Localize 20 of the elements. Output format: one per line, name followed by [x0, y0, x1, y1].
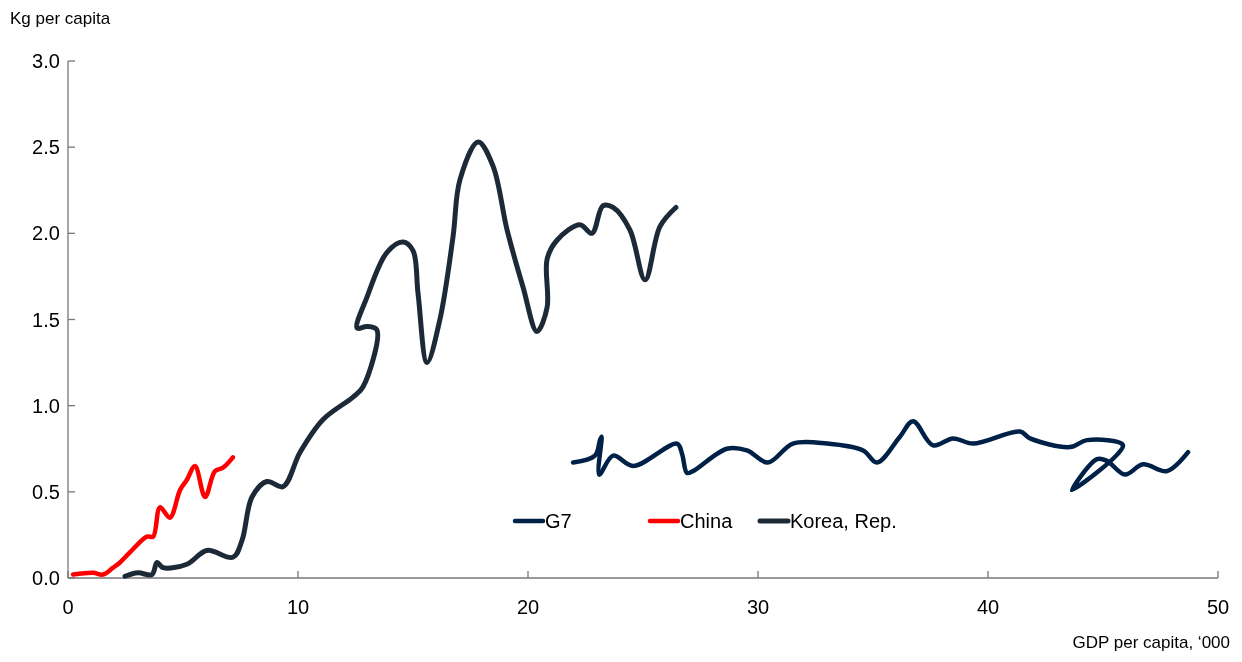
y-tick-label: 1.5 [32, 308, 60, 331]
y-tick-label: 2.0 [32, 222, 60, 245]
y-tick-label: 0.5 [32, 480, 60, 503]
y-tick-label: 2.5 [32, 136, 60, 159]
x-tick-label: 0 [62, 596, 74, 618]
x-tick-label: 50 [1206, 596, 1230, 618]
y-tick-label: 3.0 [32, 50, 60, 72]
legend-label: G7 [545, 510, 572, 532]
x-tick-label: 20 [516, 596, 540, 618]
x-tick-label: 10 [286, 596, 310, 618]
x-tick-label: 30 [746, 596, 770, 618]
legend-label: China [680, 510, 734, 532]
legend-label: Korea, Rep. [790, 510, 897, 532]
line-series [570, 418, 1191, 493]
x-axis-title: GDP per capita, ‘000 [1072, 633, 1230, 652]
y-axis-title: Kg per capita [10, 9, 111, 28]
y-tick-label: 0.0 [32, 567, 60, 589]
y-tick-label: 1.0 [32, 394, 60, 417]
x-tick-label: 40 [976, 596, 1000, 618]
line-series [70, 455, 236, 577]
